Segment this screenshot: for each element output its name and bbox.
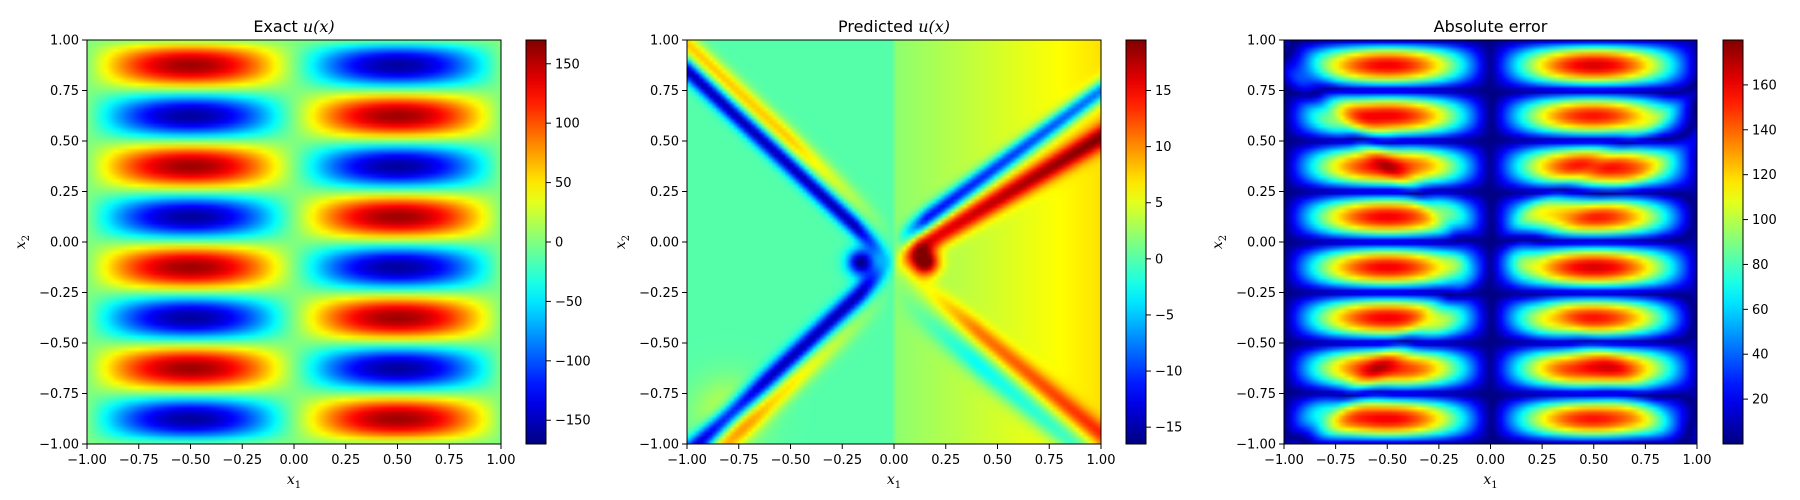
y-tick-label: 0.50 [50,135,79,150]
heatmap-image [1284,40,1697,444]
y-tick-label: 0.00 [1247,236,1276,251]
y-axis-label: x2 [1210,235,1229,249]
y-tick-label: −0.50 [639,337,679,352]
y-axis-label: x2 [13,235,32,249]
y-tick-label: 0.25 [50,185,79,200]
y-tick-label: 0.50 [650,135,679,150]
x-tick-label: 0.50 [983,453,1012,468]
y-tick-label: −0.50 [1236,337,1276,352]
x-tick-label: 0.00 [1476,453,1505,468]
y-tick-label: 1.00 [650,34,679,49]
colorbar-tick-label: 150 [555,57,580,72]
x-tick-label: −0.50 [1367,453,1407,468]
y-tick-label: 1.00 [1247,34,1276,49]
x-tick-label: −0.25 [222,453,262,468]
y-tick-label: 0.75 [650,84,679,99]
x-tick-label: 0.75 [435,453,464,468]
colorbar-tick-label: 20 [1752,393,1769,408]
y-tick-label: 0.00 [50,236,79,251]
colorbar-tick-label: 120 [1752,168,1777,183]
colorbar-tick-label: −10 [1155,365,1182,380]
x-tick-label: −0.75 [1316,453,1356,468]
x-tick-label: −0.25 [1419,453,1459,468]
y-tick-label: −0.25 [639,286,679,301]
x-tick-label: −0.50 [771,453,811,468]
x-tick-label: −1.00 [67,453,107,468]
colorbar [1722,39,1744,445]
chart-title: Absolute error [1434,17,1548,36]
colorbar-tick-label: 15 [1155,84,1172,99]
colorbar-tick-label: 5 [1155,196,1163,211]
x-tick-label: −0.25 [822,453,862,468]
y-tick-label: −0.25 [1236,286,1276,301]
colorbar-tick-label: 0 [1155,252,1163,267]
colorbar-tick-label: −100 [555,354,591,369]
colorbar-tick-label: 80 [1752,258,1769,273]
x-tick-label: 1.00 [487,453,516,468]
colorbar [1125,39,1147,445]
chart-title: Exact u(x) [253,17,334,36]
x-tick-label: −0.50 [171,453,211,468]
heatmap-image [687,40,1101,444]
x-tick-label: 0.25 [331,453,360,468]
y-tick-label: 0.75 [50,84,79,99]
y-tick-label: −0.50 [39,337,79,352]
colorbar-tick-label: 40 [1752,348,1769,363]
colorbar-tick-label: 100 [1752,213,1777,228]
y-tick-label: −0.75 [1236,387,1276,402]
x-tick-label: 1.00 [1087,453,1116,468]
colorbar-tick-label: 10 [1155,140,1172,155]
y-tick-label: −1.00 [39,438,79,453]
x-tick-label: 0.00 [880,453,909,468]
chart-panel-3: Absolute error −1.00 −0.75 −0.50 −0.25 0.00 0.… [1210,17,1777,491]
x-tick-label: −0.75 [719,453,759,468]
y-tick-label: 0.25 [650,185,679,200]
y-tick-label: 0.00 [650,236,679,251]
x-axis-label: x1 [887,472,901,491]
y-tick-label: −0.75 [39,387,79,402]
colorbar-tick-label: 160 [1752,78,1777,93]
colorbar-tick-label: −5 [1155,308,1174,323]
x-tick-label: 0.25 [931,453,960,468]
x-tick-label: 0.50 [383,453,412,468]
y-tick-label: 0.75 [1247,84,1276,99]
x-tick-label: 0.00 [280,453,309,468]
colorbar-tick-label: −150 [555,414,591,429]
x-tick-label: 1.00 [1683,453,1712,468]
heatmap-image [87,40,501,444]
colorbar [525,39,547,445]
x-tick-label: −0.75 [119,453,159,468]
colorbar-tick-label: 100 [555,117,580,132]
chart-title: Predicted u(x) [838,17,950,36]
x-tick-label: 0.75 [1631,453,1660,468]
x-axis-label: x1 [287,472,301,491]
y-tick-label: −1.00 [1236,438,1276,453]
colorbar-tick-label: −15 [1155,421,1182,436]
x-axis-label: x1 [1483,472,1497,491]
chart-panel-1: Exact u(x) −1.00 −0.75 −0.50 −0.25 0.00 0.25 0.… [13,17,591,491]
x-tick-label: 0.75 [1035,453,1064,468]
y-axis-label: x2 [613,235,632,249]
y-tick-label: 0.25 [1247,185,1276,200]
y-tick-label: 1.00 [50,34,79,49]
colorbar-tick-label: 60 [1752,303,1769,318]
x-tick-label: −1.00 [667,453,707,468]
y-tick-label: 0.50 [1247,135,1276,150]
colorbar-tick-label: 140 [1752,123,1777,138]
x-tick-label: 0.50 [1579,453,1608,468]
chart-panel-2: Predicted u(x) −1.00 −0.75 −0.50 −0.25 0.00 0.… [613,17,1182,491]
colorbar-tick-label: 50 [555,176,572,191]
colorbar-tick-label: −50 [555,295,582,310]
y-tick-label: −1.00 [639,438,679,453]
x-tick-label: −1.00 [1264,453,1304,468]
x-tick-label: 0.25 [1528,453,1557,468]
y-tick-label: −0.75 [639,387,679,402]
y-tick-label: −0.25 [39,286,79,301]
colorbar-tick-label: 0 [555,236,563,251]
